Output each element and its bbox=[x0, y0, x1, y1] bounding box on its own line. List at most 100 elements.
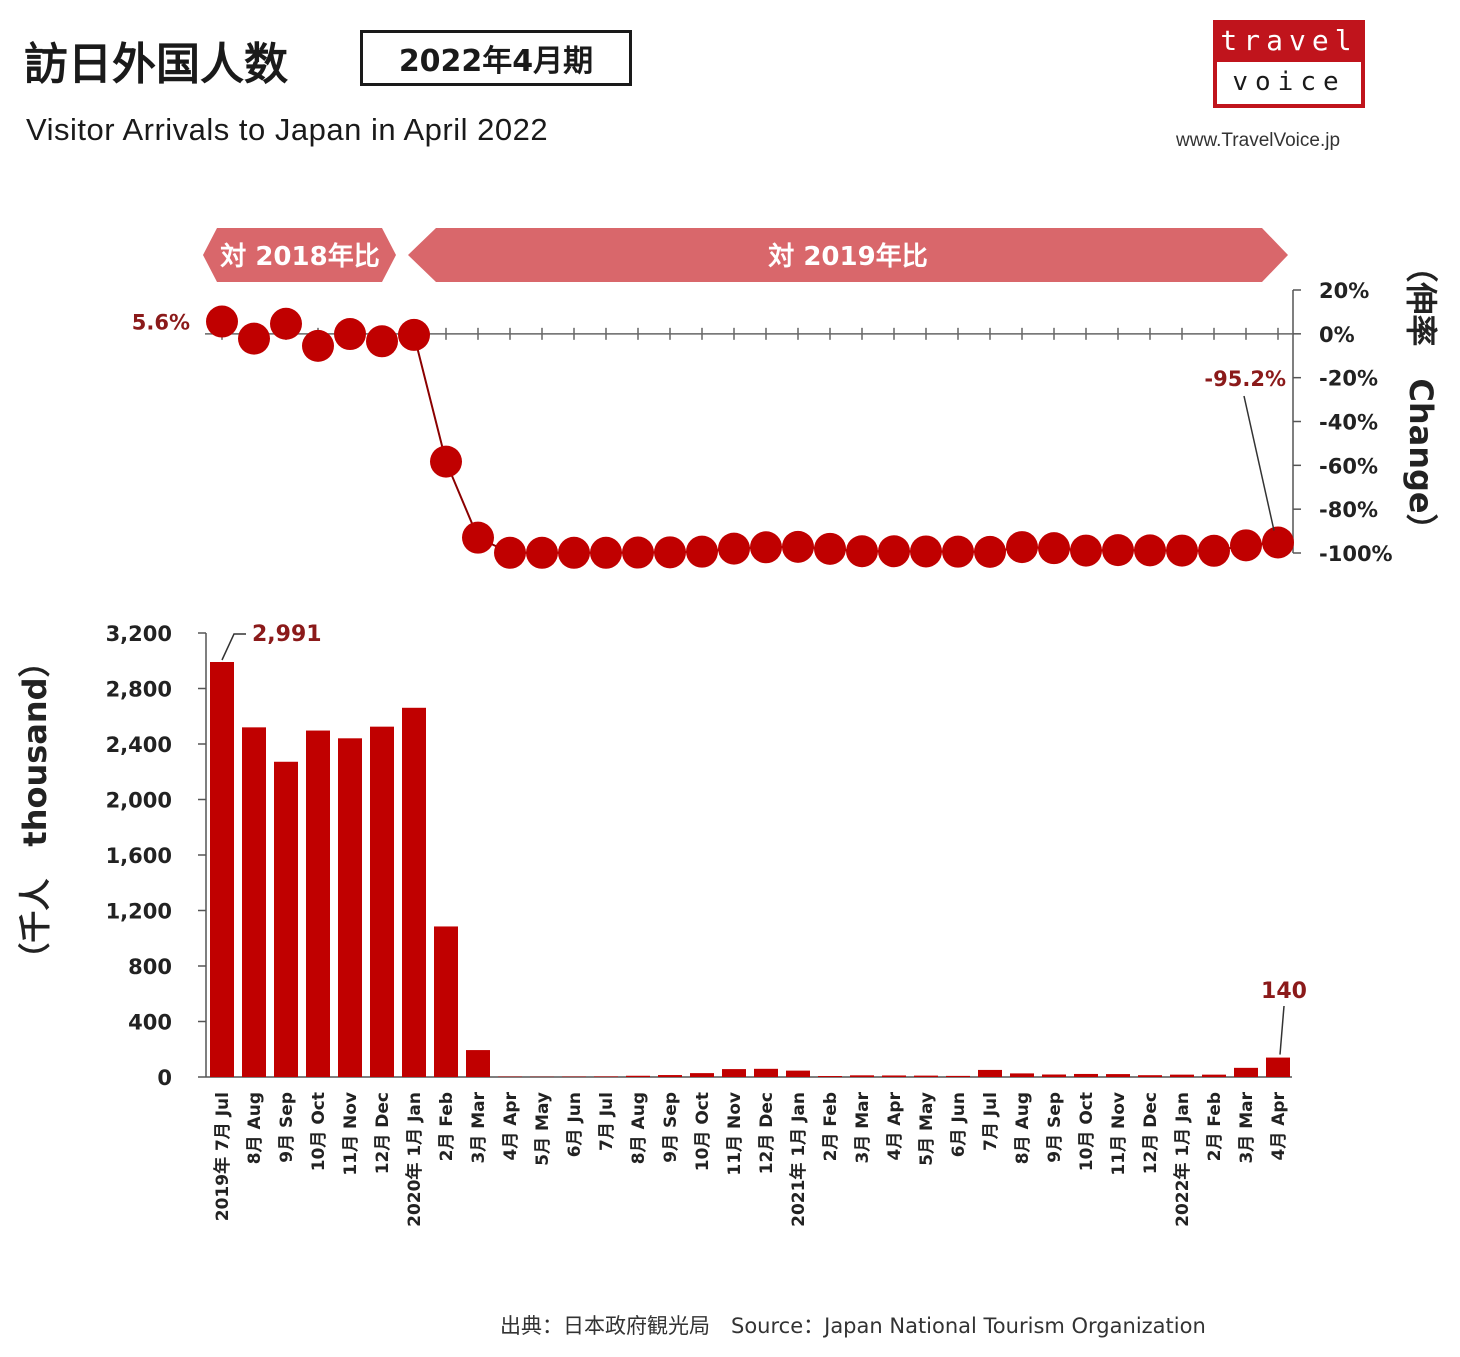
x-category-label: 6月 Jun bbox=[949, 1092, 969, 1157]
change-point bbox=[782, 530, 814, 563]
change-point bbox=[558, 536, 590, 569]
bar-annotation-leader bbox=[1279, 1005, 1285, 1055]
change-y-tick-label: -60% bbox=[1319, 454, 1378, 478]
change-point bbox=[622, 536, 654, 569]
bar bbox=[850, 1075, 874, 1077]
x-category-label: 2月 Feb bbox=[437, 1092, 457, 1161]
bar bbox=[818, 1076, 842, 1077]
change-line-chart: 20% 0% -20% -40% -60% -80% -100% 5.6% -95.2% （伸率 … bbox=[132, 250, 1440, 569]
change-point bbox=[430, 445, 462, 478]
bar-y-tick-label: 2,800 bbox=[106, 678, 172, 702]
bar bbox=[1234, 1067, 1258, 1077]
bar-y-tick-label: 0 bbox=[157, 1066, 172, 1090]
bar-y-tick-label: 2,000 bbox=[106, 789, 172, 813]
bar bbox=[658, 1075, 682, 1077]
x-category-label: 11月 Nov bbox=[341, 1092, 361, 1176]
x-category-label: 2019年 7月 Jul bbox=[212, 1092, 233, 1221]
bar bbox=[754, 1068, 778, 1077]
bar bbox=[722, 1069, 746, 1077]
change-point bbox=[1166, 534, 1198, 567]
change-point bbox=[270, 307, 302, 340]
travelvoice-logo: travel voice bbox=[1213, 20, 1365, 108]
bar-annotation: 140 bbox=[1261, 979, 1307, 1004]
x-category-label: 2月 Feb bbox=[1205, 1092, 1225, 1161]
bar bbox=[1074, 1073, 1098, 1077]
banner-2019-label: 対 2019年比 bbox=[768, 241, 927, 272]
change-point bbox=[334, 318, 366, 351]
change-point bbox=[494, 536, 526, 569]
change-y-tick-label: 0% bbox=[1319, 323, 1355, 347]
arrivals-bar-chart: 3,200 2,800 2,400 2,000 1,600 1,200 800 400 0 201… bbox=[16, 622, 1307, 1227]
change-point bbox=[974, 535, 1006, 568]
bar bbox=[338, 738, 362, 1077]
change-y-tick-label: -80% bbox=[1319, 498, 1378, 522]
change-point bbox=[814, 532, 846, 565]
change-point bbox=[1262, 526, 1294, 559]
change-point bbox=[398, 318, 430, 351]
logo-top-text: travel bbox=[1213, 20, 1365, 62]
change-point bbox=[526, 536, 558, 569]
x-category-label: 5月 May bbox=[917, 1092, 937, 1166]
logo-url: www.TravelVoice.jp bbox=[1176, 130, 1341, 151]
bar bbox=[1042, 1074, 1066, 1077]
logo-bottom-text: voice bbox=[1213, 62, 1365, 108]
bar bbox=[594, 1076, 618, 1077]
change-point bbox=[718, 532, 750, 565]
bar bbox=[946, 1075, 970, 1077]
change-y-axis-title: （伸率 Change） bbox=[1402, 250, 1440, 545]
change-y-tick-label: -40% bbox=[1319, 411, 1378, 435]
bar bbox=[1170, 1074, 1194, 1077]
x-category-label: 4月 Apr bbox=[501, 1091, 521, 1160]
x-category-label: 10月 Oct bbox=[1077, 1092, 1097, 1171]
x-category-label: 2020年 1月 Jan bbox=[404, 1092, 425, 1227]
bar-y-tick-label: 1,200 bbox=[106, 900, 172, 924]
x-category-label: 3月 Mar bbox=[1237, 1091, 1257, 1163]
bar bbox=[1202, 1074, 1226, 1077]
bar bbox=[1010, 1073, 1034, 1077]
bar bbox=[370, 726, 394, 1077]
change-point bbox=[686, 535, 718, 568]
bar bbox=[402, 707, 426, 1077]
period-badge: 2022年4月期 bbox=[360, 30, 632, 86]
x-category-label: 2021年 1月 Jan bbox=[788, 1092, 809, 1227]
x-category-label: 9月 Sep bbox=[661, 1092, 681, 1163]
change-y-tick-label: -20% bbox=[1319, 367, 1378, 391]
bar bbox=[434, 926, 458, 1077]
x-category-label: 5月 May bbox=[533, 1092, 553, 1166]
x-category-label: 9月 Sep bbox=[1045, 1092, 1065, 1163]
x-category-label: 7月 Jul bbox=[597, 1092, 617, 1151]
banner-2018-label: 対 2018年比 bbox=[220, 241, 379, 272]
change-point bbox=[238, 322, 270, 355]
x-category-label: 7月 Jul bbox=[981, 1092, 1001, 1151]
bar bbox=[242, 727, 266, 1077]
x-category-label: 6月 Jun bbox=[565, 1092, 585, 1157]
change-point bbox=[1102, 534, 1134, 567]
bar-annotation-leader bbox=[221, 633, 246, 661]
period-label: 2022年4月期 bbox=[398, 44, 594, 79]
bar bbox=[914, 1075, 938, 1077]
change-point bbox=[1070, 534, 1102, 567]
change-point bbox=[654, 536, 686, 569]
change-point bbox=[1230, 529, 1262, 562]
page-subtitle: Visitor Arrivals to Japan in April 2022 bbox=[26, 112, 549, 147]
change-point bbox=[846, 535, 878, 568]
bar bbox=[626, 1075, 650, 1077]
bar bbox=[978, 1069, 1002, 1077]
banner-2018-shape bbox=[203, 228, 396, 282]
change-point bbox=[1198, 534, 1230, 567]
x-category-label: 3月 Mar bbox=[853, 1091, 873, 1163]
bar bbox=[882, 1075, 906, 1077]
x-category-label: 2022年 1月 Jan bbox=[1172, 1092, 1193, 1227]
bar-y-tick-label: 2,400 bbox=[106, 733, 172, 757]
x-category-label: 12月 Dec bbox=[1141, 1092, 1161, 1174]
bar-y-axis-title: （千人 thousand） bbox=[16, 645, 54, 974]
x-category-label: 8月 Aug bbox=[245, 1092, 265, 1164]
change-series-line bbox=[413, 334, 1279, 554]
x-category-label: 9月 Sep bbox=[277, 1092, 297, 1163]
change-point bbox=[1134, 534, 1166, 567]
change-point bbox=[750, 531, 782, 564]
x-category-label: 10月 Oct bbox=[309, 1092, 329, 1171]
bar-y-tick-label: 800 bbox=[128, 955, 172, 979]
x-category-label: 11月 Nov bbox=[1109, 1092, 1129, 1176]
change-point bbox=[206, 305, 238, 338]
